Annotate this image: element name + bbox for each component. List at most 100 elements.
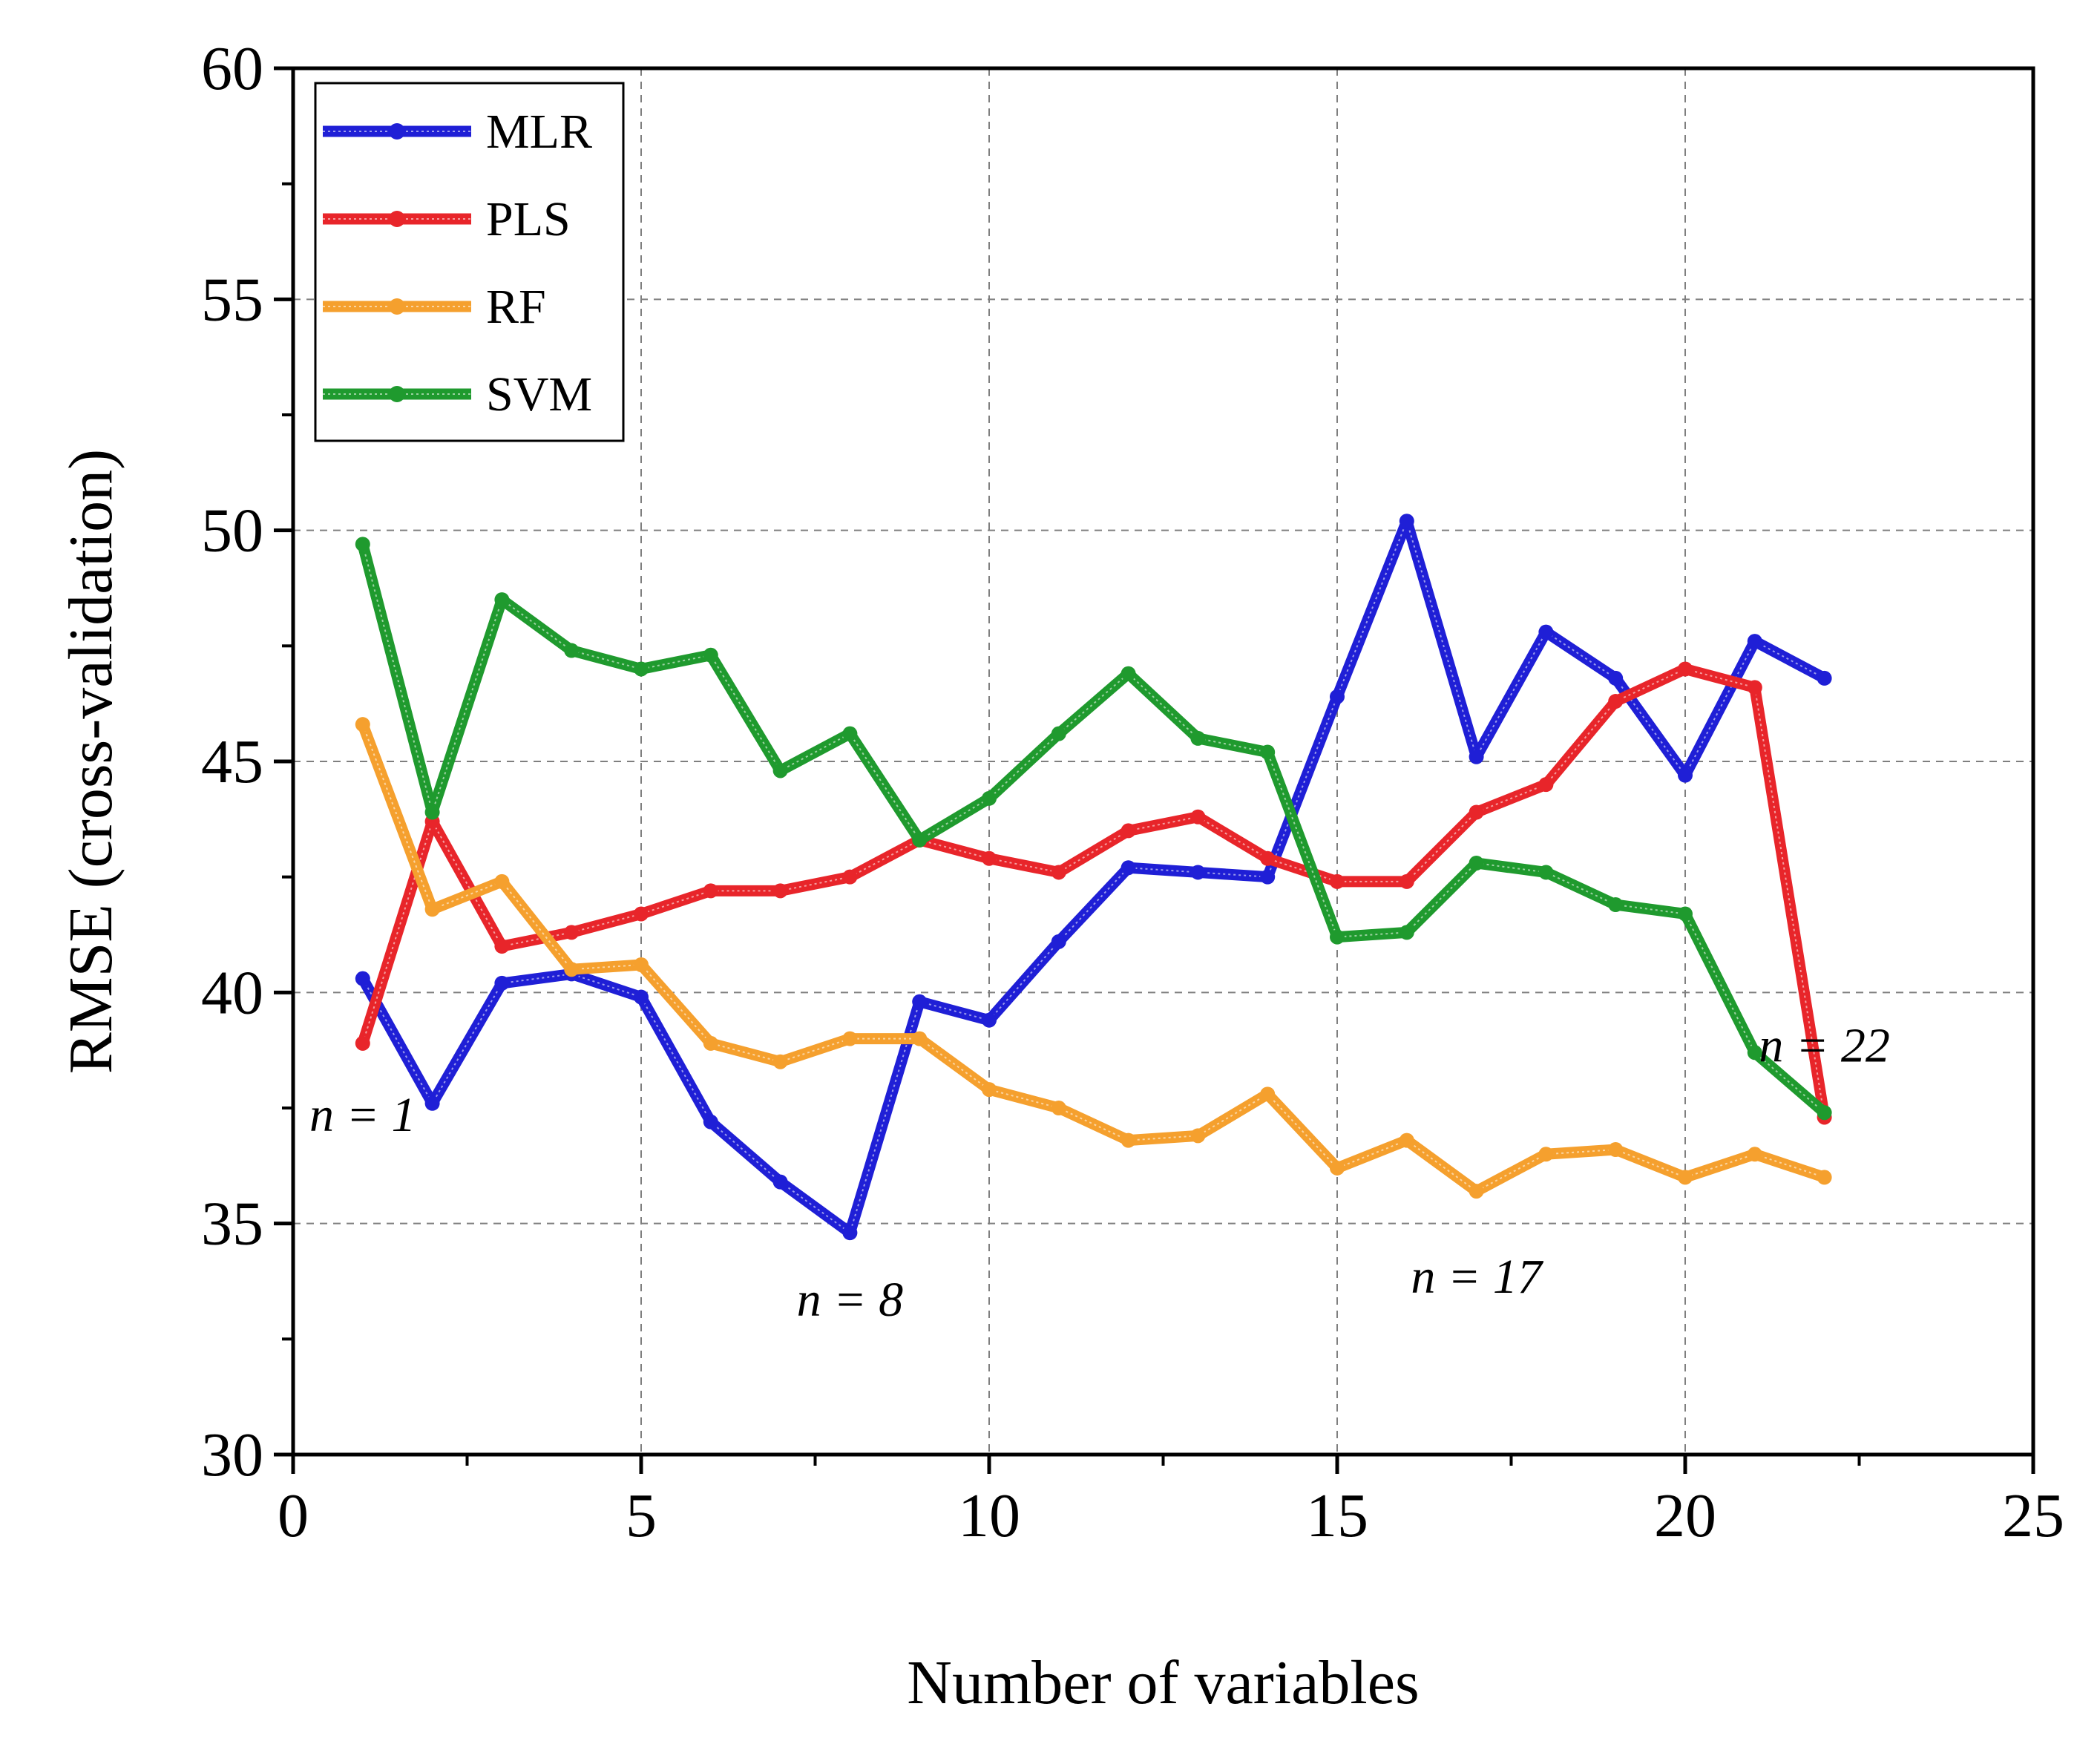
series-line <box>357 718 1831 1197</box>
data-point <box>1190 730 1206 746</box>
data-point <box>424 804 440 820</box>
x-tick-label: 10 <box>958 1481 1020 1550</box>
data-point <box>1817 1170 1832 1185</box>
data-point <box>912 832 928 848</box>
data-point <box>772 1054 788 1069</box>
data-point <box>424 902 440 917</box>
y-tick-label: 30 <box>201 1420 263 1489</box>
data-point <box>564 962 580 977</box>
data-point <box>1399 873 1414 889</box>
legend-label: RF <box>486 280 546 334</box>
data-point <box>1051 865 1066 880</box>
data-point <box>1120 860 1136 876</box>
data-point <box>494 873 510 889</box>
data-point <box>494 592 510 608</box>
data-point <box>772 1174 788 1190</box>
annotation-label: n = 8 <box>797 1273 904 1327</box>
x-tick-label: 5 <box>626 1481 657 1550</box>
legend-label: PLS <box>486 192 571 246</box>
data-point <box>842 1225 858 1241</box>
data-point <box>1678 1170 1693 1185</box>
data-point <box>842 1031 858 1046</box>
data-point <box>1469 855 1484 871</box>
data-point <box>982 790 997 806</box>
data-point <box>772 763 788 778</box>
data-point <box>912 1031 928 1046</box>
data-point <box>634 906 649 922</box>
series-pls <box>355 661 1832 1125</box>
data-point <box>703 1114 718 1130</box>
data-point <box>355 971 370 986</box>
data-point <box>1051 934 1066 949</box>
data-point <box>1260 850 1276 866</box>
data-point <box>1260 1086 1276 1102</box>
data-point <box>1120 1132 1136 1148</box>
legend-label: SVM <box>486 367 592 422</box>
legend-label: MLR <box>486 105 592 159</box>
data-point <box>1190 1128 1206 1144</box>
annotations: n = 1 n = 8 n = 17 n = 22 <box>309 1019 1890 1327</box>
data-point <box>1538 624 1554 640</box>
data-point <box>1678 906 1693 922</box>
data-point <box>982 1082 997 1098</box>
data-point <box>1120 823 1136 839</box>
data-point <box>1260 744 1276 760</box>
series-line <box>357 515 1831 1239</box>
data-point <box>355 537 370 552</box>
y-tick-label: 45 <box>201 727 263 796</box>
legend-swatch-marker <box>389 386 405 402</box>
y-tick-label: 35 <box>201 1190 263 1259</box>
axis-ticks: 0 5 10 15 20 25 30 35 40 45 50 55 60 <box>201 34 2064 1550</box>
legend-swatch-marker <box>389 123 405 140</box>
data-point <box>494 939 510 954</box>
data-point <box>1538 1147 1554 1162</box>
x-tick-label: 25 <box>2002 1481 2064 1550</box>
data-point <box>1747 634 1762 649</box>
series-mlr <box>355 514 1832 1241</box>
data-point <box>1399 514 1414 529</box>
data-point <box>1817 670 1832 686</box>
data-point <box>1190 809 1206 825</box>
data-point <box>1469 804 1484 820</box>
data-point <box>634 661 649 677</box>
data-point <box>1330 873 1345 889</box>
data-point <box>1678 661 1693 677</box>
data-point <box>982 850 997 866</box>
legend-box <box>314 82 625 442</box>
data-point <box>1051 726 1066 741</box>
y-tick-label: 50 <box>201 496 263 566</box>
data-point <box>1608 897 1624 913</box>
data-point <box>1051 1101 1066 1115</box>
annotation-label: n = 22 <box>1759 1019 1890 1073</box>
data-point <box>355 717 370 732</box>
y-tick-label: 40 <box>201 958 263 1027</box>
data-point <box>1538 865 1554 880</box>
x-axis-title: Number of variables <box>907 1648 1419 1717</box>
grid-lines <box>293 68 2033 1455</box>
data-point <box>1747 1147 1762 1162</box>
data-point <box>1608 694 1624 709</box>
data-point <box>1190 865 1206 880</box>
data-point <box>564 643 580 658</box>
series-line <box>357 538 1831 1118</box>
x-tick-label: 20 <box>1654 1481 1716 1550</box>
data-point <box>1678 767 1693 783</box>
data-point <box>982 1012 997 1028</box>
legend-swatch-marker <box>389 298 405 315</box>
data-point <box>703 883 718 899</box>
series-line <box>357 663 1831 1123</box>
data-point <box>842 869 858 885</box>
data-point <box>1330 1160 1345 1176</box>
series-line-hatch <box>361 544 1825 1113</box>
y-tick-label: 55 <box>201 265 263 334</box>
series-rf <box>355 717 1832 1199</box>
data-point <box>1608 1142 1624 1158</box>
data-point <box>703 647 718 663</box>
data-point <box>1330 689 1345 704</box>
data-point <box>772 883 788 899</box>
y-axis-title: RMSE (cross-validation) <box>56 449 125 1074</box>
data-point <box>634 957 649 972</box>
x-tick-label: 0 <box>278 1481 309 1550</box>
legend: MLR PLS RF SVM <box>314 82 625 442</box>
